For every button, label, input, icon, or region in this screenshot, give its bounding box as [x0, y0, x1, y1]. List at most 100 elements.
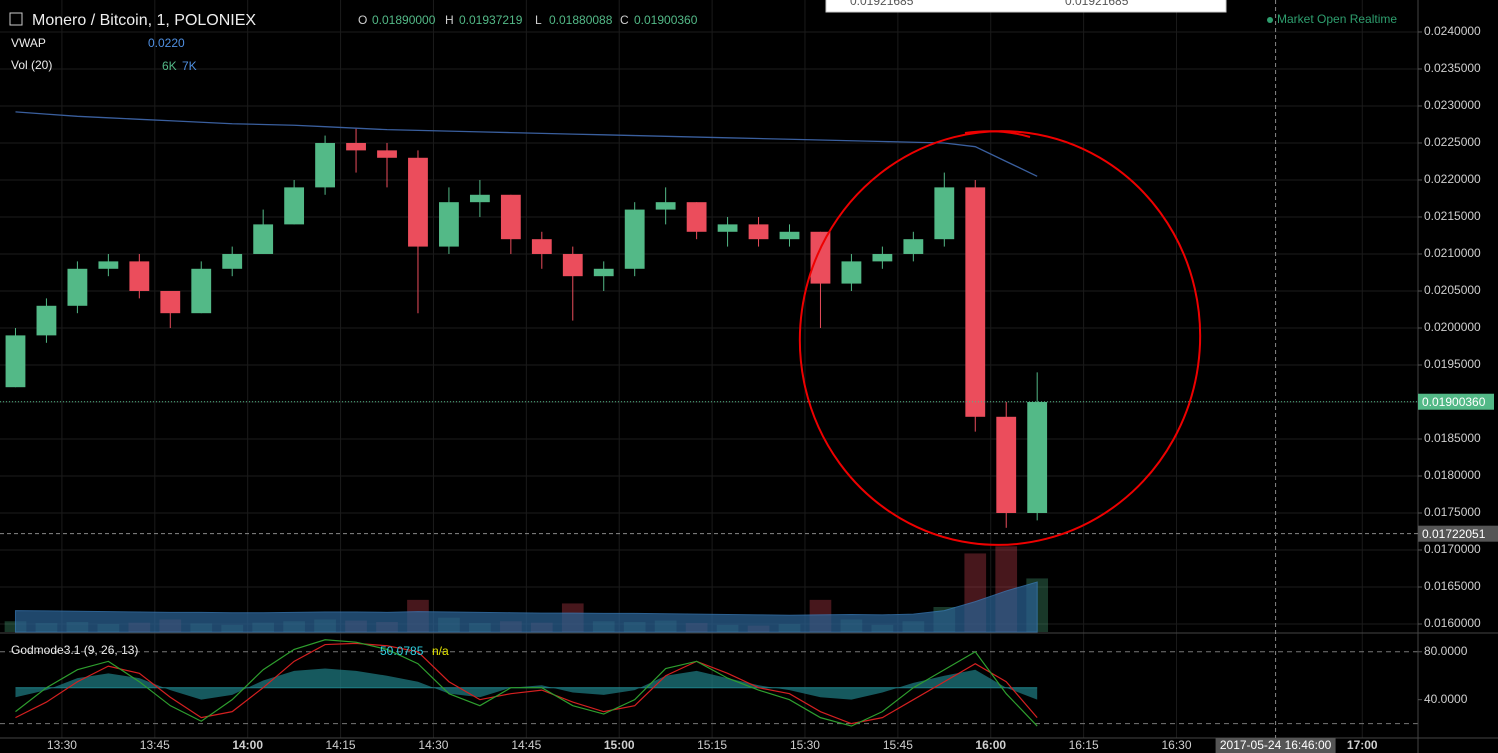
- ohlc-value: 0.01937219: [459, 13, 523, 27]
- y-tick-label: 0.0230000: [1424, 98, 1481, 112]
- y-tick-label: 0.0235000: [1424, 61, 1481, 75]
- annotation-stroke: [964, 130, 1031, 138]
- candle-body: [5, 335, 26, 388]
- x-tick-label: 13:45: [140, 738, 170, 752]
- candle-body: [655, 202, 676, 210]
- crosshair-price-label: 0.01722051: [1422, 527, 1486, 541]
- x-tick-label: 15:00: [604, 738, 635, 752]
- y-tick-label: 0.0160000: [1424, 616, 1481, 630]
- price-layer: [5, 111, 1048, 528]
- last-price-label: 0.01900360: [1422, 395, 1486, 409]
- market-status: Market Open Realtime: [1277, 12, 1397, 26]
- popup-value: 0.01921685: [850, 0, 914, 8]
- x-tick-label: 14:45: [511, 738, 541, 752]
- candle-body: [500, 194, 521, 240]
- y-tick-label: 0.0165000: [1424, 579, 1481, 593]
- candle-body: [191, 268, 212, 314]
- candle-body: [315, 142, 335, 188]
- ohlc-label: O: [358, 13, 367, 27]
- x-tick-label: 14:15: [326, 738, 356, 752]
- ohlc-label: C: [620, 13, 629, 27]
- y-tick-label: 40.0000: [1424, 692, 1468, 706]
- y-tick-label: 0.0170000: [1424, 542, 1481, 556]
- x-tick-label: 16:00: [975, 738, 1006, 752]
- symbol-icon[interactable]: [9, 12, 23, 26]
- candle-body: [934, 187, 955, 240]
- osc-line: [15, 642, 1038, 725]
- ohlc-value: 0.01880088: [549, 13, 613, 27]
- study-label[interactable]: VWAP: [11, 36, 46, 50]
- x-tick-label: 14:30: [418, 738, 448, 752]
- study-value: 6K: [162, 59, 177, 73]
- y-tick-label: 0.0240000: [1424, 24, 1481, 38]
- y-tick-label: 0.0200000: [1424, 320, 1481, 334]
- y-tick-label: 0.0225000: [1424, 135, 1481, 149]
- x-tick-label: 15:45: [883, 738, 913, 752]
- candle-body: [810, 231, 831, 284]
- crosshair-price-box: [1418, 525, 1498, 542]
- ohlc-value: 0.01900360: [634, 13, 698, 27]
- y-tick-label: 0.0205000: [1424, 283, 1481, 297]
- candle-body: [624, 209, 645, 269]
- candle-body: [872, 253, 893, 262]
- candle-body: [408, 157, 428, 247]
- candle-body: [160, 290, 181, 314]
- x-tick-label: 13:30: [47, 738, 77, 752]
- study-value: 0.0220: [148, 36, 185, 50]
- y-tick-label: 0.0210000: [1424, 246, 1481, 260]
- crosshair-time-box: [1215, 738, 1336, 753]
- ohlc-value: 0.01890000: [372, 13, 436, 27]
- candle-body: [253, 224, 274, 254]
- y-tick-label: 0.0180000: [1424, 468, 1481, 482]
- candle-body: [67, 268, 88, 306]
- candle-body: [1027, 401, 1048, 514]
- ohlc-label: H: [445, 13, 454, 27]
- oscillator-layer: [0, 639, 1418, 727]
- x-tick-label: 16:15: [1069, 738, 1099, 752]
- y-tick-label: 0.0195000: [1424, 357, 1481, 371]
- y-tick-label: 80.0000: [1424, 644, 1468, 658]
- y-tick-label: 0.0175000: [1424, 505, 1481, 519]
- study-label[interactable]: Vol (20): [11, 58, 52, 72]
- volume-layer: [4, 546, 1049, 633]
- candle-body: [748, 224, 769, 240]
- candle-body: [717, 224, 738, 232]
- volume-ma: [14, 581, 1038, 633]
- osc-line: [15, 639, 1038, 727]
- popup: [825, 0, 1227, 13]
- x-tick-label: 15:15: [697, 738, 727, 752]
- candle-body: [779, 231, 800, 240]
- y-tick-label: 0.0185000: [1424, 431, 1481, 445]
- candle-body: [36, 305, 57, 336]
- candle-body: [593, 268, 614, 277]
- symbol[interactable]: Monero / Bitcoin, 1, POLONIEX: [32, 12, 256, 29]
- last-price-box: [1418, 393, 1494, 410]
- ohlc-label: L: [535, 13, 542, 27]
- x-tick-label: 17:00: [1347, 738, 1378, 752]
- candle-body: [346, 142, 366, 151]
- candle-body: [562, 253, 583, 277]
- annotation-circle: [798, 130, 1202, 546]
- x-tick-label: 14:00: [232, 738, 263, 752]
- vwap-line: [15, 111, 1038, 177]
- candle-body: [377, 150, 397, 158]
- candle-body: [841, 261, 862, 284]
- popup-value: 0.01921685: [1065, 0, 1129, 8]
- candle-body: [531, 239, 552, 254]
- study-value: 7K: [182, 59, 197, 73]
- candle-body: [469, 194, 490, 203]
- candle-body: [284, 187, 305, 225]
- study-label[interactable]: Godmode3.1 (9, 26, 13): [11, 643, 138, 657]
- candle-body: [222, 253, 243, 269]
- candle-body: [903, 239, 924, 254]
- study-value: n/a: [432, 644, 449, 658]
- study-value: 50.0785: [380, 644, 424, 658]
- candle-body: [439, 202, 459, 247]
- candle-body: [686, 202, 707, 232]
- candle-body: [965, 187, 986, 417]
- crosshair-time-label: 2017-05-24 16:46:00: [1220, 738, 1332, 752]
- candle-body: [129, 261, 150, 291]
